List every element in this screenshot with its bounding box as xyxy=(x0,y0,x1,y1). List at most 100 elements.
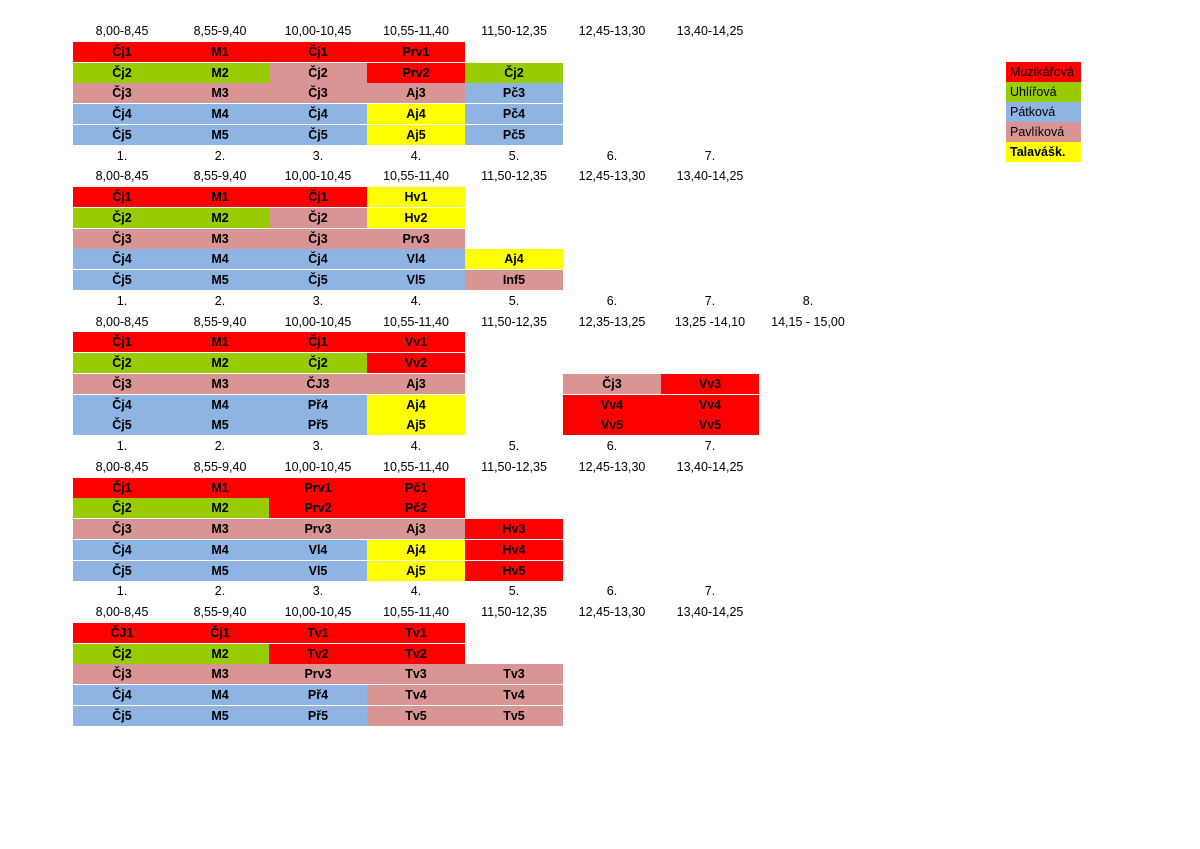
time-slots-row: 8,00-8,45 8,55-9,40 10,00-10,45 10,55-11,40… xyxy=(73,166,873,186)
lesson-cell: Čj2 xyxy=(465,62,563,83)
lesson-cell: M2 xyxy=(171,498,269,519)
time-slot: 11,50-12,35 xyxy=(481,169,547,184)
period-number: 2. xyxy=(214,148,226,163)
period-number: 7. xyxy=(704,293,716,308)
time-slot: 12,35-13,25 xyxy=(578,314,646,329)
lesson-cell: M3 xyxy=(171,83,269,104)
class-row: Čj5 M5 Př5 Aj5 Vv5 Vv5 xyxy=(73,415,873,436)
time-slot: 10,00-10,45 xyxy=(284,314,352,329)
period-number: 4. xyxy=(410,584,422,599)
class-row: Čj2 M2 Prv2 Pč2 xyxy=(73,498,873,519)
lesson-cell: M4 xyxy=(171,104,269,124)
lesson-cell: Prv3 xyxy=(269,519,367,539)
period-number: 5. xyxy=(508,148,520,163)
period-number: 3. xyxy=(312,439,324,453)
lesson-cell: M4 xyxy=(171,249,269,270)
lesson-cell: Čj1 xyxy=(269,332,367,353)
lesson-cell: Čj2 xyxy=(73,353,171,373)
time-slot: 8,00-8,45 xyxy=(95,314,149,329)
class-row: Čj5 M5 Vl5 Aj5 Hv5 xyxy=(73,560,873,581)
lesson-cell: Prv3 xyxy=(269,664,367,685)
lesson-cell: M3 xyxy=(171,373,269,394)
period-number: 4. xyxy=(410,439,422,453)
lesson-cell: Čj5 xyxy=(73,415,171,436)
time-slots-row: 8,00-8,45 8,55-9,40 10,00-10,45 10,55-11,40… xyxy=(73,312,873,332)
lesson-cell: Hv5 xyxy=(465,560,563,581)
lesson-cell: Čj5 xyxy=(269,124,367,145)
time-slot: 12,45-13,30 xyxy=(578,459,646,474)
period-number: 5. xyxy=(508,584,520,599)
lesson-cell: Tv4 xyxy=(367,685,465,705)
period-number: 6. xyxy=(606,584,618,599)
time-slot: 10,55-11,40 xyxy=(383,24,449,38)
period-number: 3. xyxy=(312,148,324,163)
lesson-cell: Vl4 xyxy=(367,249,465,270)
time-slots-row: 8,00-8,45 8,55-9,40 10,00-10,45 10,55-11,40… xyxy=(73,602,873,622)
lesson-cell: Vl4 xyxy=(269,539,367,560)
legend-item: Uhlířová xyxy=(1006,82,1081,102)
time-slot: 13,40-14,25 xyxy=(676,169,744,184)
lesson-cell: Čj2 xyxy=(269,207,367,228)
lesson-cell: Čj1 xyxy=(73,41,171,62)
lesson-cell: Pč3 xyxy=(465,83,563,104)
lesson-cell: Tv4 xyxy=(465,685,563,705)
period-number: 7. xyxy=(704,439,716,453)
lesson-cell: Hv2 xyxy=(367,207,465,228)
teacher-legend: Muzikářová Uhlířová Pátková Pavlíková Talavá… xyxy=(1006,62,1081,162)
class-row: Čj3 M3 Čj3 Aj3 Pč3 xyxy=(73,83,873,104)
period-number: 6. xyxy=(606,439,618,453)
class-row: Čj5 M5 Čj5 Vl5 Inf5 xyxy=(73,270,873,290)
class-row: Čj1 M1 Čj1 Hv1 xyxy=(73,187,873,207)
lesson-cell: Prv3 xyxy=(367,228,465,249)
time-slot: 13,40-14,25 xyxy=(676,24,744,38)
time-slot: 12,45-13,30 xyxy=(578,605,646,619)
time-slot: 13,25 -14,10 xyxy=(674,314,746,329)
class-row: Čj2 M2 Čj2 Prv2 Čj2 xyxy=(73,62,873,83)
lesson-cell: Čj1 xyxy=(269,187,367,207)
period-number: 2. xyxy=(214,439,226,453)
lesson-cell: M5 xyxy=(171,705,269,726)
period-numbers-row: 1. 2. 3. 4. 5. 6. 7. xyxy=(73,581,873,601)
time-slot: 10,00-10,45 xyxy=(284,459,352,474)
lesson-cell: M3 xyxy=(171,228,269,249)
lesson-cell: ČJ1 xyxy=(73,622,171,643)
lesson-cell: Tv5 xyxy=(367,705,465,726)
lesson-cell: Prv2 xyxy=(269,498,367,519)
time-slot: 13,40-14,25 xyxy=(676,459,744,474)
lesson-cell: Čj5 xyxy=(73,124,171,145)
lesson-cell: Čj2 xyxy=(73,207,171,228)
time-slots-row: 8,00-8,45 8,55-9,40 10,00-10,45 10,55-11,40… xyxy=(73,21,873,41)
time-slot: 13,40-14,25 xyxy=(676,605,744,619)
lesson-cell: Př4 xyxy=(269,685,367,705)
lesson-cell: Př5 xyxy=(269,705,367,726)
lesson-cell: Tv5 xyxy=(465,705,563,726)
period-number: 7. xyxy=(704,148,716,163)
lesson-cell: Hv1 xyxy=(367,187,465,207)
lesson-cell: Tv2 xyxy=(269,643,367,664)
lesson-cell: Čj3 xyxy=(73,519,171,539)
class-row: Čj2 M2 Čj2 Vv2 xyxy=(73,353,873,373)
lesson-cell: Vv3 xyxy=(661,373,759,394)
lesson-cell: M2 xyxy=(171,207,269,228)
lesson-cell: Hv3 xyxy=(465,519,563,539)
lesson-cell: Čj4 xyxy=(269,104,367,124)
lesson-cell: Čj3 xyxy=(73,373,171,394)
lesson-cell: Čj5 xyxy=(73,270,171,290)
lesson-cell: M4 xyxy=(171,539,269,560)
lesson-cell: M3 xyxy=(171,664,269,685)
time-slot: 8,55-9,40 xyxy=(193,314,247,329)
legend-item: Pavlíková xyxy=(1006,122,1081,142)
legend-item: Talavášk. xyxy=(1006,142,1081,162)
lesson-cell: Čj4 xyxy=(73,685,171,705)
period-number: 5. xyxy=(508,293,520,308)
time-slot: 8,55-9,40 xyxy=(193,459,247,474)
lesson-cell: Tv2 xyxy=(367,643,465,664)
lesson-cell: Pč2 xyxy=(367,498,465,519)
legend-item: Pátková xyxy=(1006,102,1081,122)
lesson-cell: M1 xyxy=(171,477,269,498)
lesson-cell: Aj3 xyxy=(367,83,465,104)
class-row: Čj5 M5 Př5 Tv5 Tv5 xyxy=(73,705,873,726)
time-slot: 10,00-10,45 xyxy=(284,169,352,184)
lesson-cell: Vv2 xyxy=(367,353,465,373)
lesson-cell: Prv2 xyxy=(367,62,465,83)
